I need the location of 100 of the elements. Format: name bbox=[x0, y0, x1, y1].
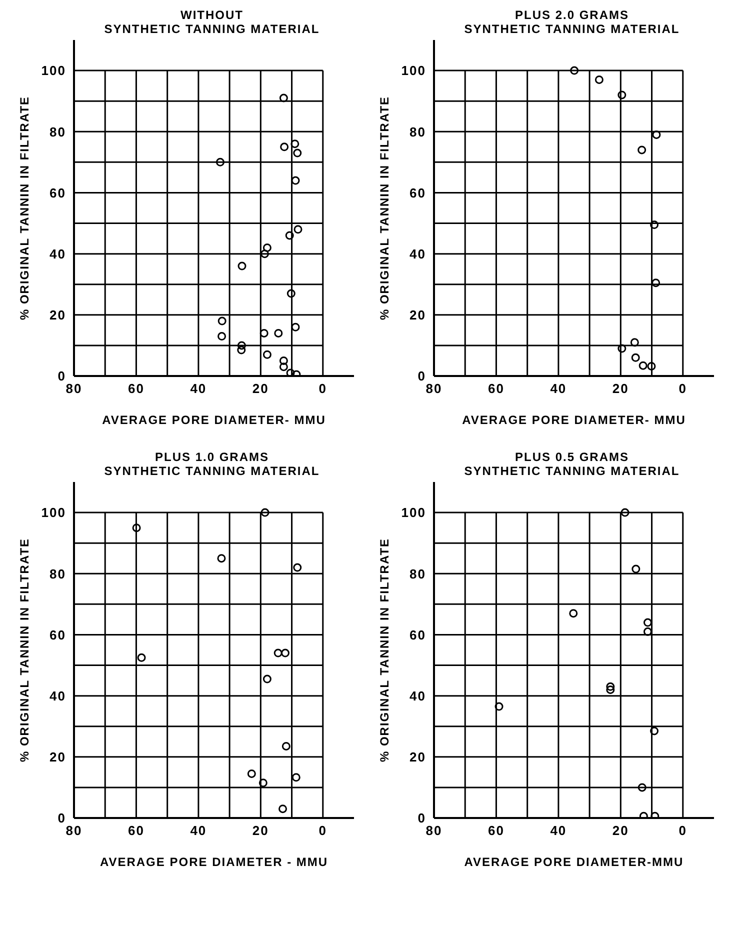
y-axis-title: % ORIGINAL TANNIN IN FILTRATE bbox=[377, 96, 392, 320]
point bbox=[279, 356, 288, 365]
x-tick-label: 60 bbox=[128, 381, 144, 396]
point bbox=[216, 158, 224, 166]
point bbox=[618, 90, 626, 100]
y-tick-label: 0 bbox=[418, 810, 426, 826]
y-tick-label: 20 bbox=[410, 308, 426, 323]
x-tick-label: 60 bbox=[488, 381, 504, 396]
x-tick-label: 40 bbox=[190, 823, 207, 838]
y-tick-label: 60 bbox=[50, 185, 66, 200]
y-axis-title: % ORIGINAL TANNIN IN FILTRATE bbox=[377, 538, 392, 762]
point bbox=[218, 332, 226, 341]
chart-subtitle: SYNTHETIC TANNING MATERIAL bbox=[463, 22, 681, 36]
y-tick-label: 80 bbox=[410, 566, 426, 582]
x-tick-label: 0 bbox=[678, 823, 688, 838]
x-tick-label: 40 bbox=[550, 381, 567, 396]
point bbox=[291, 322, 300, 332]
point bbox=[237, 341, 246, 350]
point bbox=[247, 769, 256, 778]
point bbox=[280, 648, 290, 658]
y-tick-label: 20 bbox=[50, 750, 66, 765]
point bbox=[262, 674, 272, 684]
point bbox=[630, 338, 639, 347]
y-tick-label: 60 bbox=[410, 627, 426, 642]
chart-title: WITHOUT bbox=[180, 8, 244, 22]
x-tick-label: 40 bbox=[190, 381, 207, 396]
y-tick-label: 100 bbox=[41, 505, 66, 520]
y-tick-label: 80 bbox=[410, 124, 426, 140]
y-tick-label: 0 bbox=[58, 810, 66, 826]
point bbox=[639, 812, 648, 818]
point bbox=[652, 130, 661, 139]
x-axis-title: AVERAGE PORE DIAMETER- MMU bbox=[102, 413, 326, 427]
y-tick-label: 100 bbox=[401, 505, 426, 520]
chart-subtitle: SYNTHETIC TANNING MATERIAL bbox=[463, 464, 681, 478]
chart-title: PLUS 1.0 GRAMS bbox=[154, 450, 270, 464]
y-tick-label: 40 bbox=[410, 246, 426, 262]
chart-subtitle: SYNTHETIC TANNING MATERIAL bbox=[103, 22, 321, 36]
point bbox=[594, 75, 604, 84]
x-axis-title: AVERAGE PORE DIAMETER-MMU bbox=[464, 855, 684, 869]
point bbox=[290, 140, 300, 148]
point bbox=[237, 346, 246, 354]
point bbox=[650, 220, 659, 230]
point bbox=[218, 316, 226, 326]
point bbox=[282, 742, 290, 750]
x-axis-title: AVERAGE PORE DIAMETER- MMU bbox=[462, 413, 686, 427]
y-tick-label: 40 bbox=[50, 246, 66, 262]
y-tick-label: 80 bbox=[50, 124, 66, 140]
y-tick-label: 40 bbox=[50, 688, 66, 704]
x-tick-label: 20 bbox=[612, 823, 629, 838]
y-tick-label: 0 bbox=[58, 368, 66, 384]
x-tick-label: 20 bbox=[252, 381, 269, 396]
chart-subtitle: SYNTHETIC TANNING MATERIAL bbox=[103, 464, 321, 478]
y-tick-label: 60 bbox=[50, 627, 66, 642]
point bbox=[285, 231, 294, 240]
y-tick-label: 0 bbox=[418, 368, 426, 384]
point bbox=[260, 508, 270, 517]
chart-title: PLUS 2.0 GRAMS bbox=[514, 8, 630, 22]
y-axis-title: % ORIGINAL TANNIN IN FILTRATE bbox=[17, 538, 32, 762]
point bbox=[620, 508, 630, 517]
point bbox=[260, 328, 268, 338]
point bbox=[262, 350, 272, 359]
point bbox=[647, 362, 656, 370]
x-tick-label: 40 bbox=[550, 823, 567, 838]
point bbox=[274, 328, 283, 338]
point bbox=[260, 250, 269, 258]
point bbox=[293, 563, 302, 572]
y-axis-title: % ORIGINAL TANNIN IN FILTRATE bbox=[17, 96, 32, 320]
y-tick-label: 100 bbox=[401, 63, 426, 78]
y-tick-label: 80 bbox=[50, 566, 66, 582]
point bbox=[606, 682, 615, 691]
point bbox=[292, 773, 300, 782]
point bbox=[238, 262, 246, 270]
point bbox=[132, 524, 141, 532]
x-tick-label: 60 bbox=[128, 823, 144, 838]
point bbox=[618, 344, 626, 353]
point bbox=[280, 142, 289, 152]
x-tick-label: 0 bbox=[318, 823, 328, 838]
x-tick-label: 0 bbox=[318, 381, 328, 396]
point bbox=[643, 618, 652, 627]
point bbox=[217, 554, 226, 563]
y-tick-label: 60 bbox=[410, 185, 426, 200]
point bbox=[258, 778, 268, 788]
y-tick-label: 100 bbox=[41, 63, 66, 78]
point bbox=[570, 66, 579, 75]
point bbox=[294, 225, 302, 234]
x-tick-label: 20 bbox=[612, 381, 629, 396]
point bbox=[652, 278, 660, 288]
point bbox=[638, 783, 646, 792]
point bbox=[279, 94, 288, 102]
point bbox=[650, 726, 659, 736]
point bbox=[569, 609, 578, 618]
point bbox=[279, 362, 288, 372]
point bbox=[274, 648, 282, 658]
point bbox=[638, 146, 646, 154]
point bbox=[632, 564, 640, 574]
point bbox=[293, 148, 302, 158]
y-tick-label: 20 bbox=[410, 750, 426, 765]
point bbox=[631, 353, 640, 362]
point bbox=[650, 812, 660, 818]
point bbox=[606, 685, 615, 694]
